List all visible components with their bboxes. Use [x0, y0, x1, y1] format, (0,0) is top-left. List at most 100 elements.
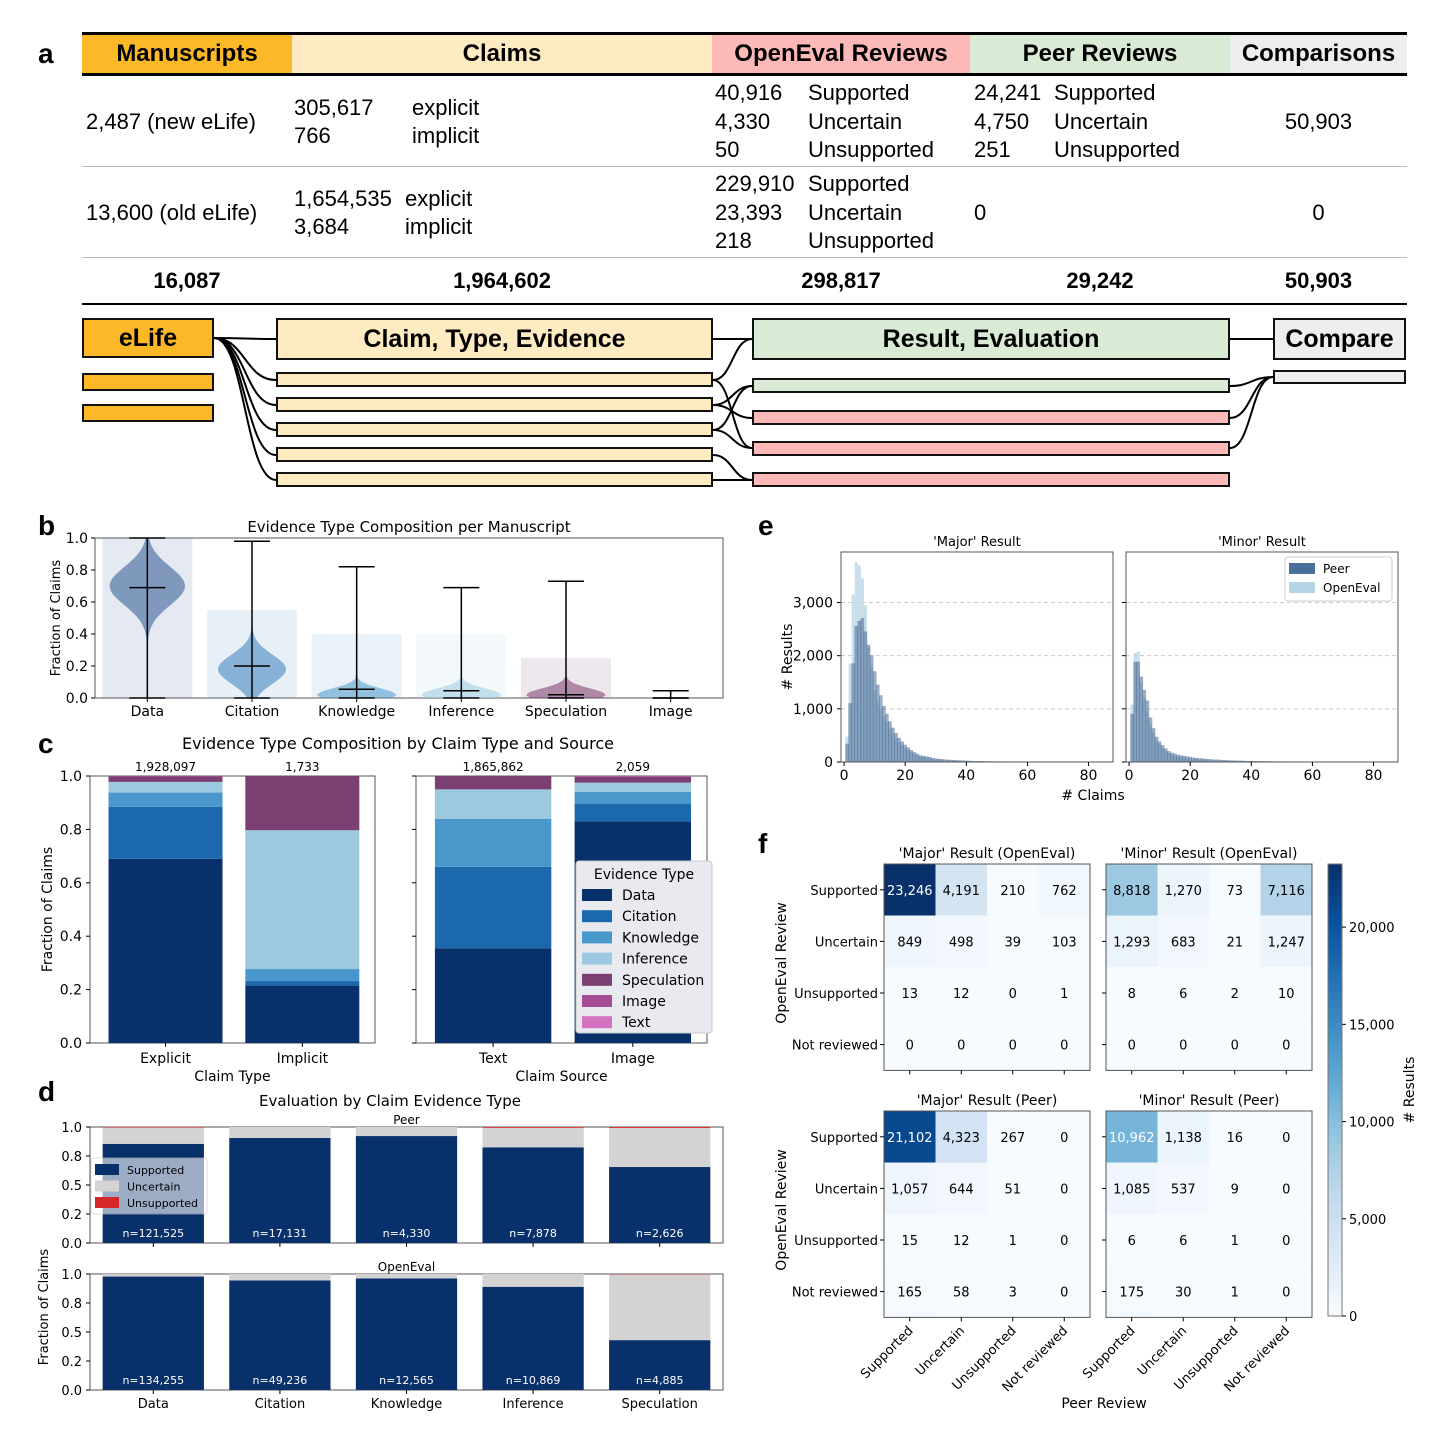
flow-box-claim-sub	[276, 447, 713, 462]
hist-bar-peer	[915, 753, 920, 763]
row2-claims-explicit-label: explicit	[405, 186, 473, 211]
hist-bar-peer	[906, 747, 911, 763]
heatmap-cell-label: 0	[1128, 1039, 1136, 1054]
legend-label: Uncertain	[127, 1181, 180, 1194]
colorbar-segment	[1328, 1180, 1342, 1189]
y-tick-label: 0.2	[61, 1355, 82, 1370]
y-tick-label: Not reviewed	[792, 1286, 878, 1301]
bar-segment-speculation	[108, 776, 223, 782]
bar-n-label: n=134,255	[122, 1374, 184, 1387]
row2-manuscripts: 13,600 (old eLife)	[86, 200, 258, 225]
heatmap-cell	[1260, 1162, 1312, 1215]
subplot-title: 'Major' Result (OpenEval)	[899, 846, 1076, 862]
bar-segment-inference	[434, 789, 552, 819]
bar-segment-supported	[355, 1136, 458, 1243]
heatmap-cell	[1260, 1265, 1312, 1318]
legend-swatch	[582, 995, 612, 1007]
legend-swatch	[95, 1197, 119, 1208]
flow-box-elife: eLife	[82, 318, 214, 358]
x-tick-label: 60	[1019, 768, 1037, 784]
flow-box-claim-sub	[276, 422, 713, 437]
heatmap-cell-label: 73	[1226, 884, 1243, 899]
y-tick-label: 0.5	[61, 1326, 82, 1341]
flow-connectors	[213, 337, 1274, 481]
colorbar-segment	[1328, 977, 1342, 986]
heatmap-cell-label: 0	[1282, 1234, 1290, 1249]
colorbar-segment	[1328, 1270, 1342, 1279]
y-tick-label: Uncertain	[815, 935, 878, 950]
colorbar-segment	[1328, 931, 1342, 940]
colorbar-segment	[1328, 1240, 1342, 1249]
heatmap-cell-label: 0	[1282, 1182, 1290, 1197]
panel-letter-a: a	[38, 38, 54, 69]
x-tick-label: 80	[1365, 768, 1383, 784]
hist-bar-peer	[1170, 752, 1174, 763]
x-tick-label: Data	[138, 1397, 169, 1412]
flow-box-claim: Claim, Type, Evidence	[276, 318, 713, 360]
heatmap-cell	[884, 967, 936, 1019]
heatmap-cell	[1157, 1265, 1209, 1318]
legend-label: Inference	[622, 952, 688, 968]
colorbar-segment	[1328, 1248, 1342, 1257]
heatmap-cell-label: 683	[1171, 935, 1196, 950]
plot-frame	[883, 863, 1091, 1071]
row2-claims-explicit-n: 1,654,535	[294, 186, 392, 211]
heatmap-cell	[1260, 915, 1312, 968]
bar-segment-supported	[229, 1138, 331, 1243]
heatmap-cell	[884, 915, 936, 968]
colorbar-segment	[1328, 1074, 1342, 1083]
legend-swatch	[1289, 582, 1315, 593]
legend-label: Supported	[127, 1164, 184, 1177]
flow-label: Claim, Type, Evidence	[363, 324, 626, 353]
x-tick-label: 20	[1181, 768, 1199, 784]
subplot-title: 'Minor' Result	[1218, 535, 1306, 550]
colorbar-tick-label: 0	[1349, 1310, 1357, 1325]
colorbar-segment	[1328, 1300, 1342, 1309]
bar-segment-supported	[609, 1167, 711, 1243]
row1-comparisons: 50,903	[1284, 109, 1353, 134]
heatmap-cell	[935, 915, 987, 968]
y-tick-label: 0.8	[60, 822, 82, 838]
bar-segment-speculation	[574, 776, 691, 783]
header-comparisons: Comparisons	[1230, 35, 1407, 73]
y-tick-label: 0.0	[61, 1384, 82, 1399]
legend-box	[575, 860, 713, 1034]
y-tick-label: 0.0	[61, 1237, 82, 1252]
colorbar-segment	[1328, 1090, 1342, 1099]
hist-bar-peer	[1133, 661, 1137, 763]
bar-segment-citation	[108, 806, 223, 859]
heatmap-cell-label: 6	[1179, 1234, 1187, 1249]
heatmap-cell-label: 21	[1226, 935, 1243, 950]
bar-segment-speculation	[434, 776, 552, 790]
plot-frame	[1125, 551, 1399, 763]
hist-bar-peer	[1179, 755, 1183, 763]
plot-frame	[883, 1110, 1091, 1318]
heatmap-cell-label: 0	[1009, 1039, 1017, 1054]
heatmap-cell	[1209, 864, 1261, 916]
hist-bar-peer	[900, 741, 904, 763]
hist-bar-peer	[848, 703, 852, 763]
panel-letter-b: b	[38, 510, 56, 541]
heatmap-cell	[884, 1162, 936, 1215]
plot-frame	[1105, 1110, 1313, 1318]
colorbar-segment	[1328, 954, 1342, 963]
flow-box-result-sub	[752, 441, 1230, 456]
hist-bar-peer	[1136, 661, 1141, 763]
y-tick-label: 1.0	[66, 531, 88, 547]
heatmap-cell-label: 0	[1060, 1286, 1068, 1301]
x-tick-label: Inference	[428, 704, 494, 720]
heatmap-cell-label: 1,247	[1268, 935, 1305, 950]
y-tick-label: 0.8	[61, 1150, 82, 1165]
heatmap-cell	[935, 1111, 987, 1163]
flow-connector	[712, 379, 753, 449]
legend-label: OpenEval	[1323, 581, 1380, 595]
heatmap-cell-label: 537	[1171, 1182, 1196, 1197]
colorbar-segment	[1328, 871, 1342, 880]
bar-n-label: n=12,565	[379, 1374, 434, 1387]
hist-bar-peer	[872, 671, 877, 763]
heatmap-cell-label: 0	[1060, 1039, 1068, 1054]
chart-title: Evidence Type Composition per Manuscript	[247, 518, 570, 536]
bar-segment-uncertain	[609, 1274, 711, 1341]
bar-segment-unsupported	[102, 1127, 204, 1128]
y-axis-label: Fraction of Claims	[37, 1249, 52, 1366]
